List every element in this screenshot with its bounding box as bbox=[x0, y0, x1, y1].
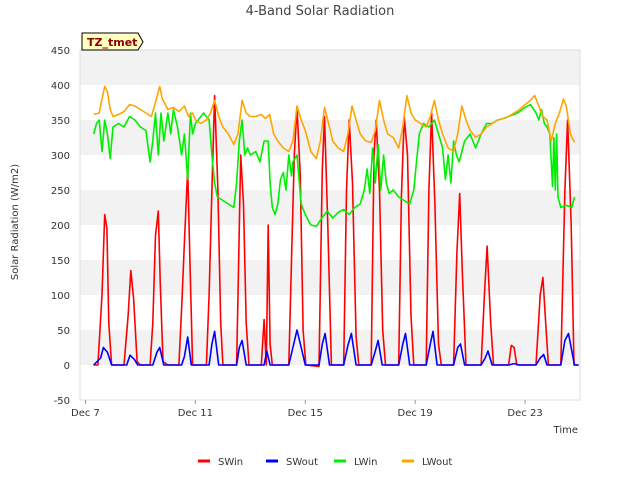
legend-label-lwin: LWin bbox=[354, 457, 377, 468]
x-tick-label: Dec 7 bbox=[71, 408, 100, 419]
site-tag-label: TZ_tmet bbox=[87, 36, 137, 49]
y-tick-label: 350 bbox=[51, 116, 70, 127]
y-tick-label: 400 bbox=[51, 81, 70, 92]
series-line-swout bbox=[93, 329, 579, 366]
y-tick-label: 250 bbox=[51, 186, 70, 197]
series-line-swin bbox=[93, 94, 579, 368]
grid-band bbox=[80, 365, 580, 400]
y-tick-label: 300 bbox=[51, 151, 70, 162]
plot-area-border bbox=[79, 49, 581, 401]
grid-band bbox=[80, 50, 580, 85]
y-tick-label: -50 bbox=[54, 396, 70, 407]
grid-band bbox=[80, 155, 580, 190]
x-axis-label: Time bbox=[553, 425, 578, 436]
grid-band bbox=[80, 190, 580, 225]
x-tick-label: Dec 23 bbox=[507, 408, 542, 419]
x-tick-label: Dec 11 bbox=[178, 408, 213, 419]
y-tick-label: 450 bbox=[51, 46, 70, 57]
y-tick-label: 200 bbox=[51, 221, 70, 232]
legend: SWin SWout LWin LWout bbox=[198, 457, 452, 468]
chart-title: 4-Band Solar Radiation bbox=[246, 4, 395, 19]
y-axis-label: Solar Radiation (W/m2) bbox=[10, 164, 21, 280]
site-tag: TZ_tmet bbox=[81, 32, 144, 51]
legend-label-swout: SWout bbox=[286, 457, 318, 468]
series-lines bbox=[92, 85, 579, 368]
x-tick-label: Dec 15 bbox=[288, 408, 323, 419]
grid-band bbox=[80, 225, 580, 260]
x-axis-ticks: Dec 7 Dec 11 Dec 15 Dec 19 Dec 23 bbox=[71, 400, 543, 419]
y-axis-ticks: -50 0 50 100 150 200 250 300 350 400 450 bbox=[51, 46, 70, 407]
x-tick-label: Dec 19 bbox=[398, 408, 433, 419]
y-tick-label: 100 bbox=[51, 291, 70, 302]
series-line-lwout bbox=[93, 85, 576, 160]
y-tick-label: 50 bbox=[57, 326, 70, 337]
legend-label-lwout: LWout bbox=[422, 457, 452, 468]
y-tick-label: 0 bbox=[64, 361, 70, 372]
legend-label-swin: SWin bbox=[218, 457, 243, 468]
y-tick-label: 150 bbox=[51, 256, 70, 267]
